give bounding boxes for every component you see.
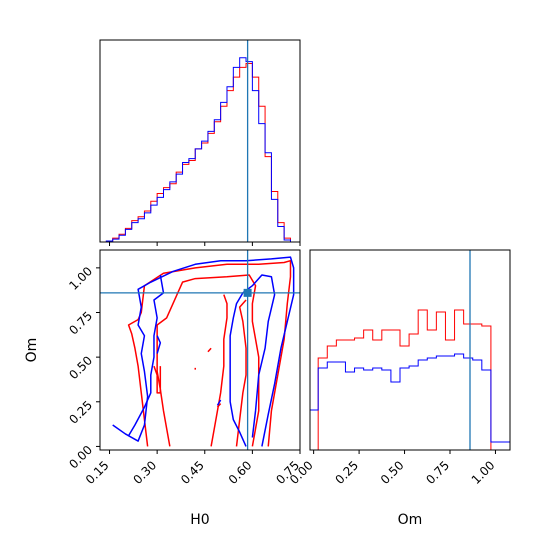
contour-blue-line	[112, 256, 295, 447]
hist-h0-panel	[99, 39, 301, 246]
x-axis-label-om: Om	[398, 512, 423, 528]
contour-red-line	[127, 259, 292, 447]
hist-om-red-step	[310, 309, 510, 451]
hist-h0-frame	[99, 39, 301, 243]
contour-blue-line	[156, 335, 162, 354]
hist-om-blue-step	[309, 353, 511, 450]
contour-frame	[99, 249, 301, 451]
contour-blue-line	[127, 274, 165, 437]
y-axis-label-om: Om	[24, 338, 40, 363]
contour-red-line	[153, 365, 162, 394]
contour-red-line	[210, 294, 228, 447]
contour-red-line	[235, 299, 247, 447]
x-axis-label-h0: H0	[190, 512, 209, 528]
truth-marker	[243, 288, 252, 297]
contour-red-line	[216, 403, 222, 408]
hist-h0-blue-step	[100, 57, 297, 243]
hist-om-frame	[309, 249, 511, 451]
contour-blue-line	[216, 399, 222, 406]
contour-red-line	[207, 347, 212, 353]
